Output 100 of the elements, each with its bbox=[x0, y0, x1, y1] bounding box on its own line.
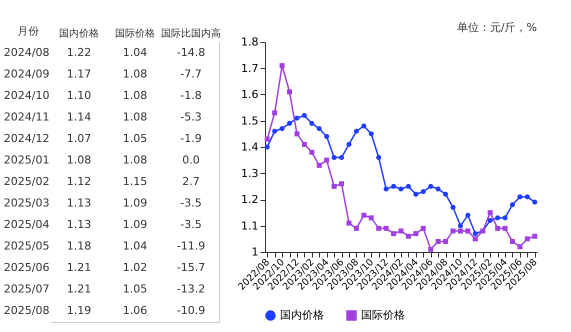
data-label: 2.7 bbox=[182, 175, 200, 188]
data-label: 1.19 bbox=[66, 304, 92, 318]
data-label: 1.07 bbox=[66, 132, 92, 145]
point bbox=[413, 231, 418, 236]
data-label: -15.7 bbox=[176, 261, 206, 274]
point bbox=[532, 234, 538, 239]
point bbox=[420, 226, 426, 231]
point bbox=[368, 215, 374, 220]
point bbox=[287, 89, 292, 94]
data-label: -7.7 bbox=[180, 67, 202, 80]
point bbox=[391, 231, 396, 236]
y-tick-label: 1.4 bbox=[241, 140, 258, 154]
data-label: 1.09 bbox=[122, 196, 148, 210]
point bbox=[361, 124, 366, 128]
data-label: 1.14 bbox=[66, 110, 92, 124]
point bbox=[332, 155, 337, 160]
point bbox=[280, 126, 285, 132]
point bbox=[450, 228, 456, 234]
data-label: -3.5 bbox=[180, 196, 202, 210]
point bbox=[443, 192, 448, 197]
point bbox=[332, 184, 337, 189]
y-tick-label: 2025/01 bbox=[4, 153, 50, 166]
y-tick-label: 1.5 bbox=[241, 114, 258, 128]
data-label: 1.21 bbox=[66, 282, 92, 296]
point bbox=[465, 212, 470, 218]
point bbox=[458, 223, 463, 228]
point bbox=[465, 228, 470, 234]
data-label: 1.05 bbox=[122, 282, 148, 296]
point bbox=[472, 236, 478, 242]
data-label: 1.22 bbox=[66, 46, 92, 59]
data-label: -3.5 bbox=[180, 218, 202, 232]
point bbox=[510, 239, 515, 244]
point bbox=[428, 246, 434, 252]
point bbox=[406, 234, 411, 239]
data-label: -1.8 bbox=[180, 88, 202, 102]
data-label: 0.0 bbox=[182, 153, 200, 166]
data-label: 1.08 bbox=[66, 153, 92, 166]
y-tick-label: 1.3 bbox=[241, 166, 258, 180]
y-tick-label: 1.2 bbox=[241, 193, 258, 206]
text: 单位：元/斤，% bbox=[456, 21, 537, 34]
point bbox=[376, 155, 382, 160]
y-tick-label: 2024/10 bbox=[4, 88, 50, 102]
point bbox=[339, 181, 344, 186]
point bbox=[524, 194, 530, 200]
point bbox=[309, 120, 314, 126]
point bbox=[458, 228, 463, 234]
y-tick-label: 2025/05 bbox=[4, 240, 50, 253]
point bbox=[406, 184, 411, 189]
y-tick-label: 1.6 bbox=[241, 88, 258, 101]
data-label: 1.15 bbox=[122, 175, 148, 188]
point bbox=[517, 244, 522, 250]
point bbox=[346, 142, 352, 147]
point bbox=[495, 215, 500, 220]
data-label: 1.08 bbox=[122, 67, 148, 80]
point bbox=[361, 212, 366, 218]
point bbox=[302, 113, 307, 118]
point bbox=[495, 226, 500, 231]
y-tick-label: 2024/11 bbox=[4, 110, 50, 124]
point bbox=[316, 126, 322, 132]
data-label: -5.3 bbox=[180, 110, 202, 124]
data-label: -10.9 bbox=[176, 304, 206, 318]
data-label: -11.9 bbox=[176, 240, 206, 253]
point bbox=[264, 136, 270, 142]
point bbox=[264, 144, 270, 150]
point bbox=[346, 220, 352, 226]
point bbox=[376, 226, 382, 231]
legend-label: 国际价格 bbox=[361, 308, 405, 322]
point bbox=[450, 204, 456, 210]
point bbox=[272, 110, 278, 116]
y-tick-label: 1.8 bbox=[241, 36, 258, 48]
point bbox=[391, 184, 396, 189]
point bbox=[316, 162, 322, 168]
point bbox=[302, 142, 307, 147]
point bbox=[517, 194, 522, 200]
y-tick-label: 2024/09 bbox=[4, 67, 50, 80]
x-tick-label: 国际比国内高 bbox=[161, 28, 221, 40]
point bbox=[428, 184, 434, 189]
data-label: 1.13 bbox=[66, 218, 92, 232]
data-label: 1.08 bbox=[122, 88, 148, 102]
point bbox=[502, 215, 508, 220]
point bbox=[398, 228, 404, 234]
point bbox=[272, 128, 278, 134]
point bbox=[280, 63, 285, 68]
point bbox=[309, 150, 314, 155]
y-tick-label: 1.1 bbox=[241, 219, 258, 232]
point bbox=[510, 202, 515, 208]
y-tick-label: 1.7 bbox=[241, 62, 258, 75]
point bbox=[488, 218, 493, 223]
data-label: 1.21 bbox=[66, 261, 92, 274]
point bbox=[532, 200, 538, 205]
data-label: 1.09 bbox=[122, 218, 148, 232]
point bbox=[436, 239, 441, 244]
y-tick-label: 2025/04 bbox=[4, 218, 50, 232]
data-label: 1.08 bbox=[122, 110, 148, 124]
y-tick-label: 2024/08 bbox=[4, 46, 50, 59]
data-label: 1.08 bbox=[122, 153, 148, 166]
point bbox=[420, 189, 426, 194]
point bbox=[294, 131, 300, 136]
point bbox=[354, 226, 359, 231]
point bbox=[443, 239, 448, 244]
